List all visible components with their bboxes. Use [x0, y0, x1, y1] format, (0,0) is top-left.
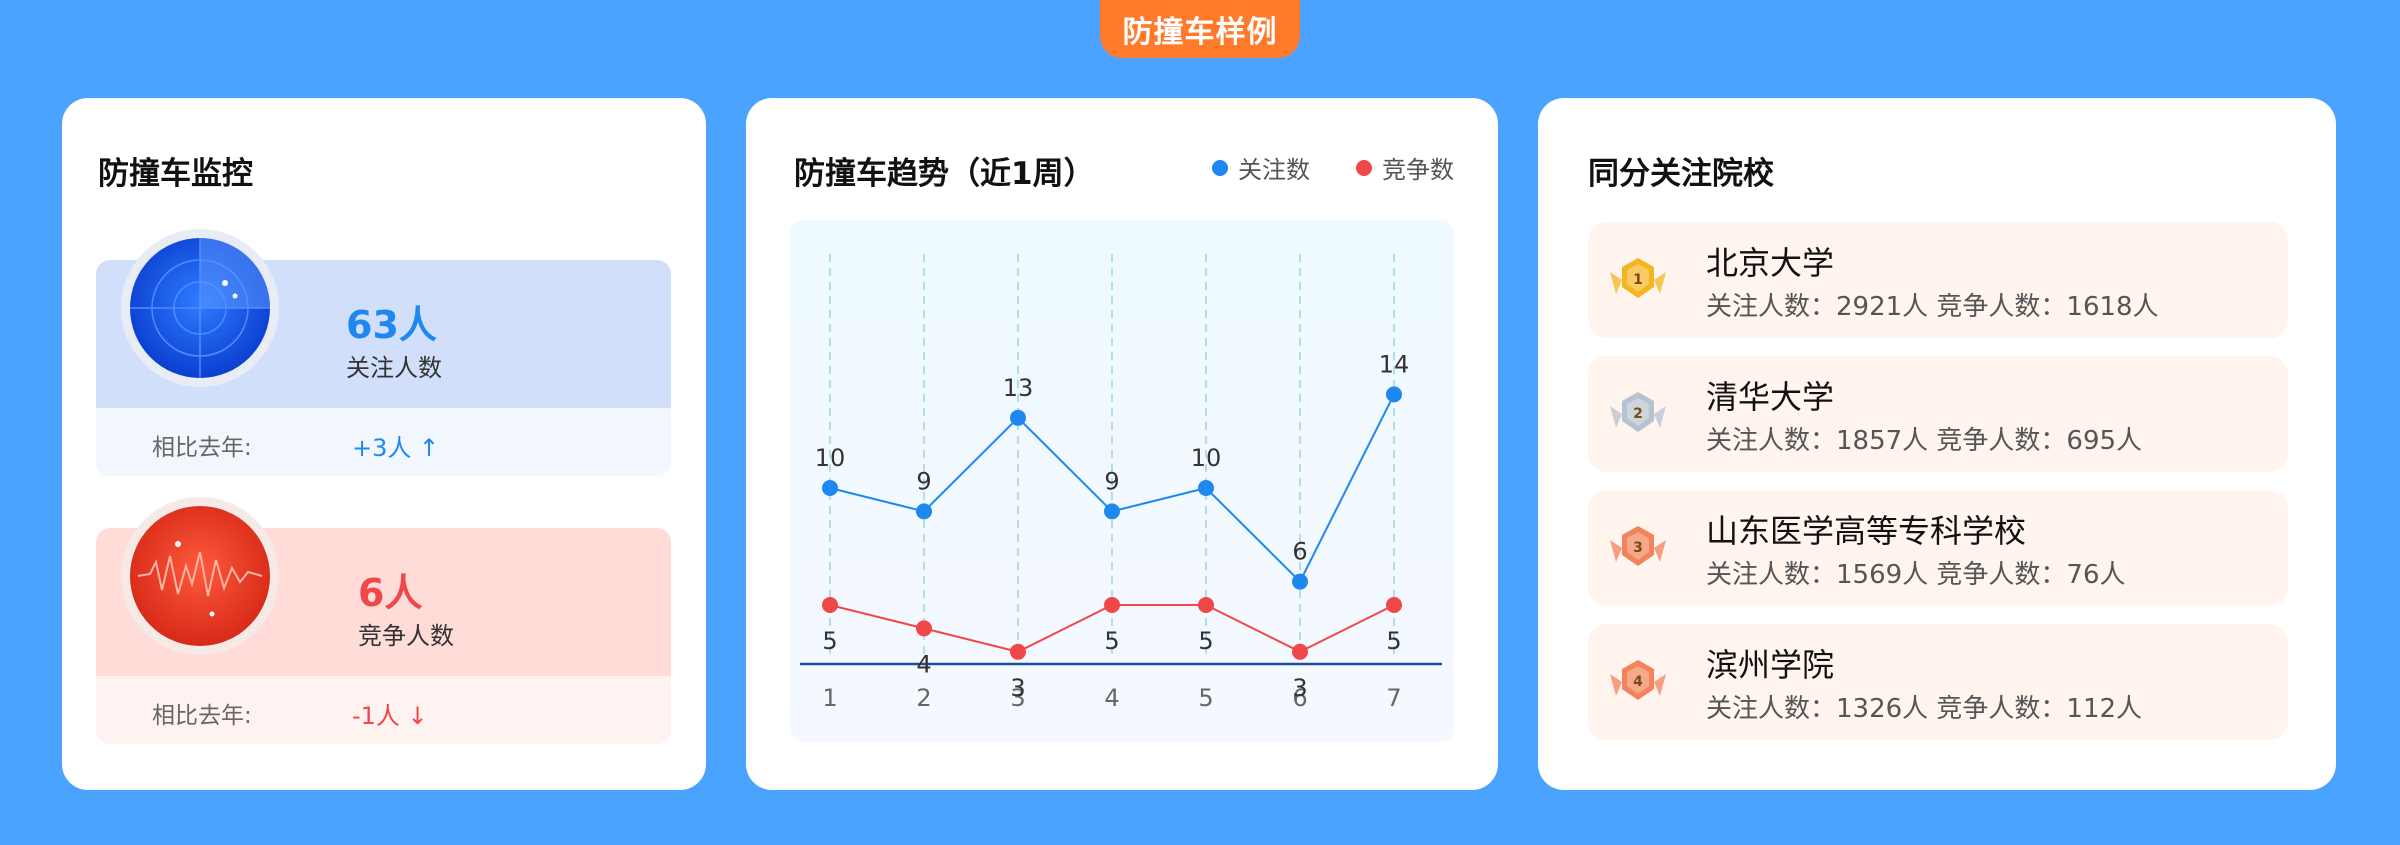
- trend-title: 防撞车趋势（近1周）: [794, 156, 1095, 192]
- x-tick-label-4: 4: [1104, 684, 1119, 712]
- school-item[interactable]: 2 清华大学关注人数：1857人 竞争人数：695人: [1588, 356, 2288, 472]
- rank-medal-icon: 1: [1610, 258, 1666, 298]
- x-tick-label-5: 5: [1198, 684, 1213, 712]
- rank-medal-icon: 4: [1610, 660, 1666, 700]
- follow-compare-value: +3人 ↑: [352, 434, 440, 462]
- compete-compare-label: 相比去年:: [152, 703, 252, 729]
- follow-value: 63人: [346, 303, 437, 347]
- school-stats: 关注人数：1857人 竞争人数：695人: [1706, 426, 2143, 456]
- data-point-s0-4: [1104, 503, 1120, 520]
- data-label-s1-6: 3: [1292, 674, 1307, 702]
- schools-title: 同分关注院校: [1588, 156, 1774, 192]
- page-title: 防撞车样例: [1122, 15, 1278, 50]
- school-stats: 关注人数：1569人 竞争人数：76人: [1706, 560, 2126, 590]
- school-item[interactable]: 3 山东医学高等专科学校关注人数：1569人 竞争人数：76人: [1588, 490, 2288, 606]
- data-point-s1-5: [1198, 597, 1214, 613]
- data-point-s1-2: [916, 620, 932, 637]
- compete-value: 6人: [358, 571, 423, 615]
- data-label-s1-1: 5: [822, 627, 837, 655]
- school-item[interactable]: 4 滨州学院关注人数：1326人 竞争人数：112人: [1588, 624, 2288, 740]
- follow-label: 关注人数: [346, 354, 442, 382]
- school-name: 北京大学: [1706, 244, 1835, 282]
- data-point-s1-7: [1386, 597, 1402, 613]
- school-stats: 关注人数：2921人 竞争人数：1618人: [1706, 292, 2159, 322]
- data-label-s1-2: 4: [916, 650, 931, 678]
- data-point-s0-6: [1292, 573, 1308, 590]
- rank-number: 3: [1633, 540, 1643, 556]
- legend-follow[interactable]: 关注数: [1212, 150, 1310, 185]
- school-name: 滨州学院: [1706, 646, 1835, 684]
- compete-stat-bottom: 相比去年: -1人 ↓: [96, 676, 671, 744]
- legend-follow-label: 关注数: [1238, 156, 1310, 184]
- data-point-s1-6: [1292, 643, 1308, 660]
- school-item[interactable]: 1 北京大学关注人数：2921人 竞争人数：1618人: [1588, 222, 2288, 338]
- follow-compare-label: 相比去年:: [152, 435, 252, 461]
- data-label-s1-3: 3: [1010, 674, 1025, 702]
- page-title-tab: 防撞车样例: [1100, 0, 1300, 58]
- legend-compete-label: 竞争数: [1382, 156, 1454, 184]
- data-point-s0-1: [822, 480, 838, 496]
- monitor-card: 防撞车监控 相比去年: +3人 ↑ 63人 关注人数: [62, 98, 706, 790]
- x-tick-label-7: 7: [1386, 684, 1401, 712]
- data-label-s0-2: 9: [916, 467, 931, 495]
- data-point-s0-5: [1198, 480, 1214, 496]
- data-point-s0-2: [916, 503, 932, 520]
- data-point-s1-1: [822, 597, 838, 613]
- rank-number: 1: [1633, 272, 1643, 288]
- data-point-s0-3: [1010, 409, 1026, 426]
- rank-number: 2: [1633, 406, 1643, 422]
- rank-medal-icon: 2: [1610, 392, 1666, 432]
- data-label-s1-4: 5: [1104, 627, 1119, 655]
- data-label-s0-6: 6: [1292, 538, 1307, 566]
- trend-card: 防撞车趋势（近1周） 关注数 竞争数 1 2 3 4 5 6 7 10 9 13 9 10 6 14 5 4 3…: [746, 98, 1498, 790]
- data-label-s1-5: 5: [1198, 627, 1213, 655]
- x-tick-label-3: 3: [1010, 684, 1025, 712]
- follow-stat-bottom: 相比去年: +3人 ↑: [96, 408, 671, 476]
- schools-card: 同分关注院校 1 北京大学 关注人数：2921人 竞争人数：1618人 2 清华大学 关注…: [1538, 98, 2336, 790]
- data-label-s1-7: 5: [1386, 627, 1401, 655]
- school-name: 山东医学高等专科学校: [1706, 512, 2027, 550]
- radar-globe-icon: [121, 229, 279, 387]
- data-label-s0-5: 10: [1191, 444, 1222, 472]
- compete-compare-value: -1人 ↓: [352, 702, 428, 730]
- data-label-s0-7: 14: [1379, 350, 1410, 378]
- data-label-s0-3: 13: [1003, 374, 1034, 402]
- school-name: 清华大学: [1706, 378, 1835, 416]
- data-label-s0-4: 9: [1104, 467, 1119, 495]
- data-point-s1-4: [1104, 597, 1120, 613]
- legend-compete-dot: [1356, 159, 1372, 176]
- school-stats: 关注人数：1326人 竞争人数：112人: [1706, 694, 2143, 724]
- x-tick-label-1: 1: [822, 684, 837, 712]
- x-tick-label-2: 2: [916, 684, 931, 712]
- pulse-globe-icon: [121, 497, 279, 655]
- compete-label: 竞争人数: [358, 622, 454, 650]
- data-point-s0-7: [1386, 386, 1402, 403]
- x-tick-label-6: 6: [1292, 684, 1307, 712]
- trend-line-chart: 1 2 3 4 5 6 7 10 9 13 9 10 6 14 5 4 3 5 5 3 5: [800, 254, 1442, 712]
- data-label-s0-1: 10: [815, 444, 846, 472]
- legend-follow-dot: [1212, 159, 1228, 176]
- legend-compete[interactable]: 竞争数: [1356, 150, 1454, 185]
- data-point-s1-3: [1010, 643, 1026, 660]
- rank-number: 4: [1633, 674, 1643, 690]
- rank-medal-icon: 3: [1610, 526, 1666, 566]
- monitor-title: 防撞车监控: [98, 156, 253, 192]
- plot-background: [790, 220, 1454, 742]
